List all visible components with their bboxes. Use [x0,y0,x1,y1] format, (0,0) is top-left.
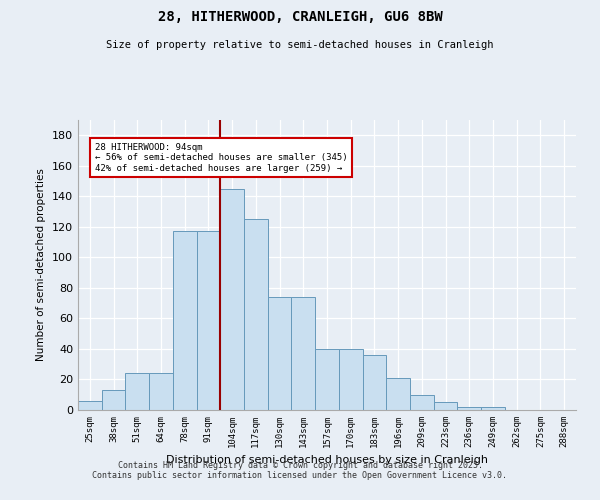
Bar [268,297,292,410]
Bar [292,297,315,410]
Bar [149,374,173,410]
Bar [244,219,268,410]
Bar [386,378,410,410]
Bar [78,401,102,410]
Bar [173,232,197,410]
Bar [481,407,505,410]
Bar [434,402,457,410]
Bar [339,349,362,410]
Bar [125,374,149,410]
Bar [220,188,244,410]
Bar [315,349,339,410]
X-axis label: Distribution of semi-detached houses by size in Cranleigh: Distribution of semi-detached houses by … [166,456,488,466]
Y-axis label: Number of semi-detached properties: Number of semi-detached properties [37,168,46,362]
Bar [102,390,125,410]
Text: 28, HITHERWOOD, CRANLEIGH, GU6 8BW: 28, HITHERWOOD, CRANLEIGH, GU6 8BW [158,10,442,24]
Bar [197,232,220,410]
Text: 28 HITHERWOOD: 94sqm
← 56% of semi-detached houses are smaller (345)
42% of semi: 28 HITHERWOOD: 94sqm ← 56% of semi-detac… [95,143,347,172]
Bar [410,394,434,410]
Bar [362,355,386,410]
Bar [457,407,481,410]
Text: Size of property relative to semi-detached houses in Cranleigh: Size of property relative to semi-detach… [106,40,494,50]
Text: Contains HM Land Registry data © Crown copyright and database right 2025.
Contai: Contains HM Land Registry data © Crown c… [92,460,508,480]
